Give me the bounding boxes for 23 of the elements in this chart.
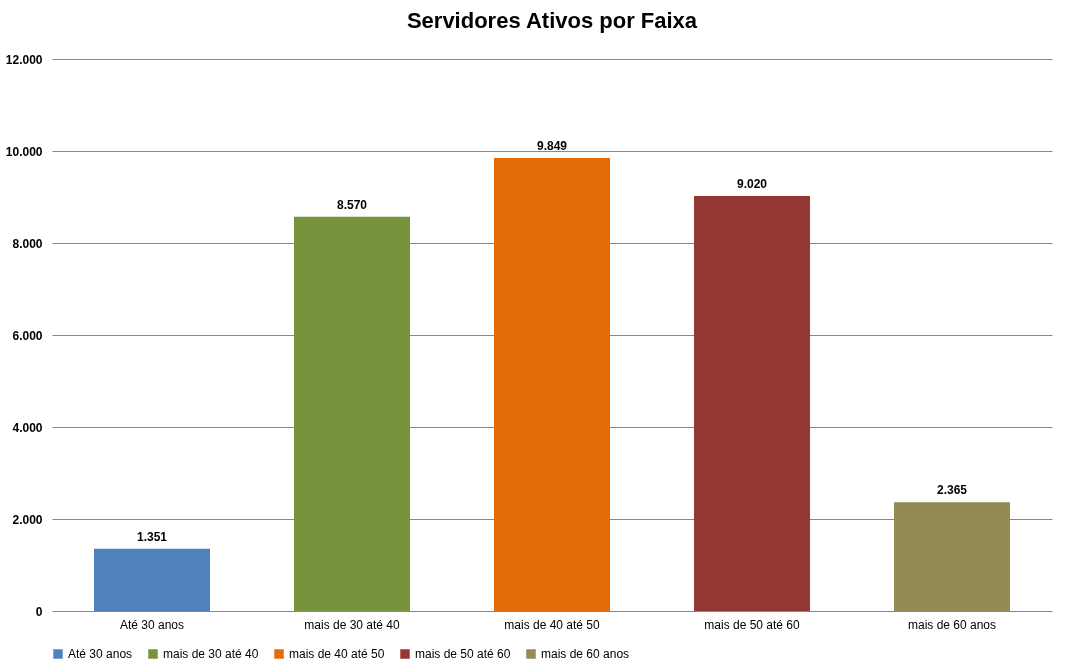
legend-label: Até 30 anos (68, 647, 133, 661)
legend-label: mais de 30 até 40 (163, 647, 259, 661)
x-tick-label: mais de 50 até 60 (704, 617, 801, 632)
legend-label: mais de 50 até 60 (415, 647, 511, 661)
y-tick-label: 2.000 (12, 512, 43, 527)
y-tick-label: 8.000 (12, 236, 43, 251)
data-label: 1.351 (136, 529, 168, 544)
legend-label: mais de 40 até 50 (289, 647, 385, 661)
y-tick-label: 4.000 (12, 420, 43, 435)
y-tick-label: 12.000 (5, 52, 43, 67)
data-label: 9.849 (536, 138, 568, 153)
data-label: 8.570 (336, 197, 368, 212)
y-tick-label: 0 (35, 604, 43, 619)
x-tick-label: Até 30 anos (119, 617, 185, 632)
data-label: 2.365 (936, 483, 968, 498)
y-tick-label: 10.000 (5, 144, 43, 159)
chart-title: Servidores Ativos por Faixa (406, 8, 698, 33)
x-tick-label: mais de 60 anos (907, 617, 997, 632)
y-tick-label: 6.000 (12, 328, 43, 343)
legend-label: mais de 60 anos (541, 647, 630, 661)
x-tick-label: mais de 40 até 50 (504, 617, 601, 632)
x-tick-label: mais de 30 até 40 (304, 617, 401, 632)
data-label: 9.020 (736, 177, 768, 192)
